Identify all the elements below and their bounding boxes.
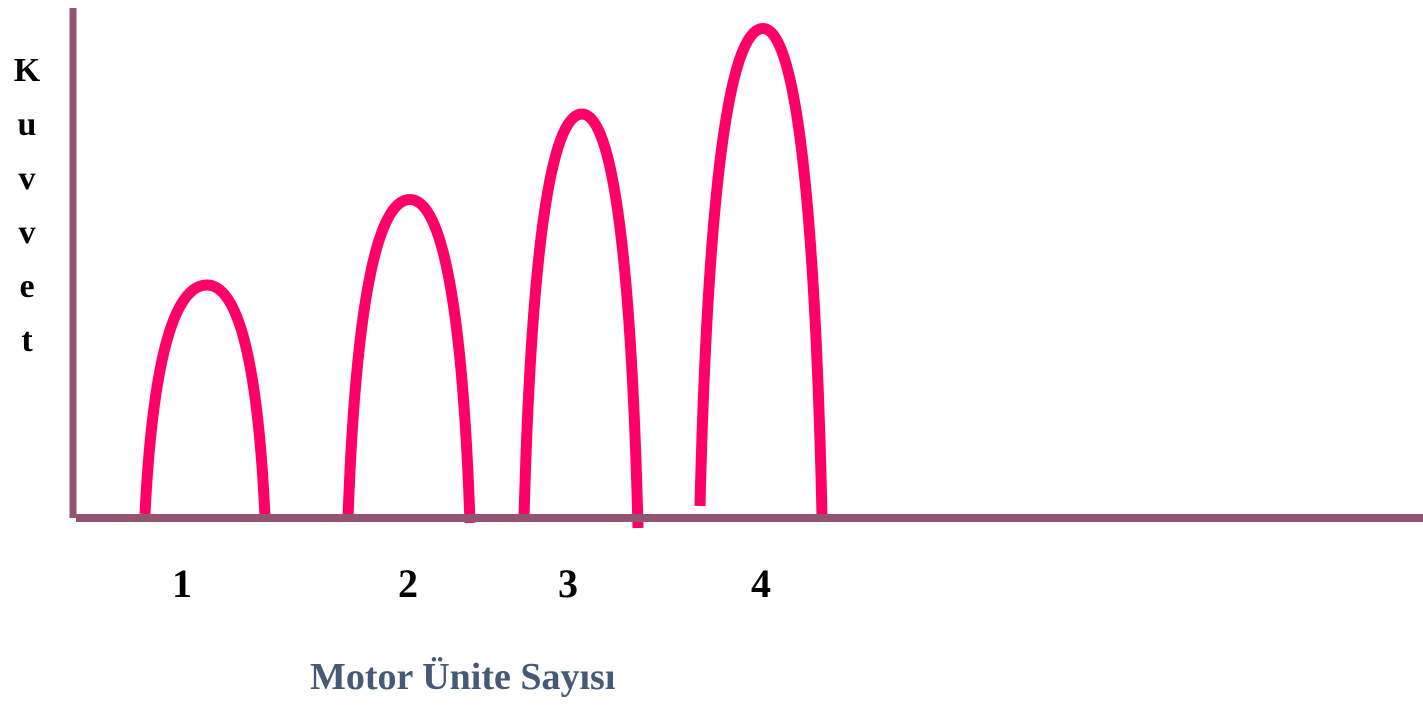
force-curves bbox=[139, 22, 828, 529]
x-tick-label-1: 1 bbox=[172, 561, 192, 606]
y-axis-title: K u v v e t bbox=[6, 44, 48, 368]
y-axis-title-letter: t bbox=[21, 322, 33, 359]
force-curve-1 bbox=[139, 279, 271, 518]
x-axis-title: Motor Ünite Sayısı bbox=[310, 656, 616, 698]
x-tick-label-4: 4 bbox=[751, 561, 771, 606]
y-axis-title-letter: u bbox=[17, 106, 37, 143]
force-curve-4 bbox=[694, 22, 828, 517]
y-axis-title-letter: v bbox=[18, 160, 36, 197]
y-axis-title-letter: e bbox=[19, 268, 35, 305]
force-curve-2 bbox=[342, 193, 476, 524]
y-axis-title-letter: K bbox=[13, 52, 41, 89]
x-tick-label-2: 2 bbox=[398, 561, 418, 606]
force-curve-3 bbox=[518, 108, 644, 529]
x-tick-label-3: 3 bbox=[558, 561, 578, 606]
y-axis-title-letter: v bbox=[18, 214, 36, 251]
